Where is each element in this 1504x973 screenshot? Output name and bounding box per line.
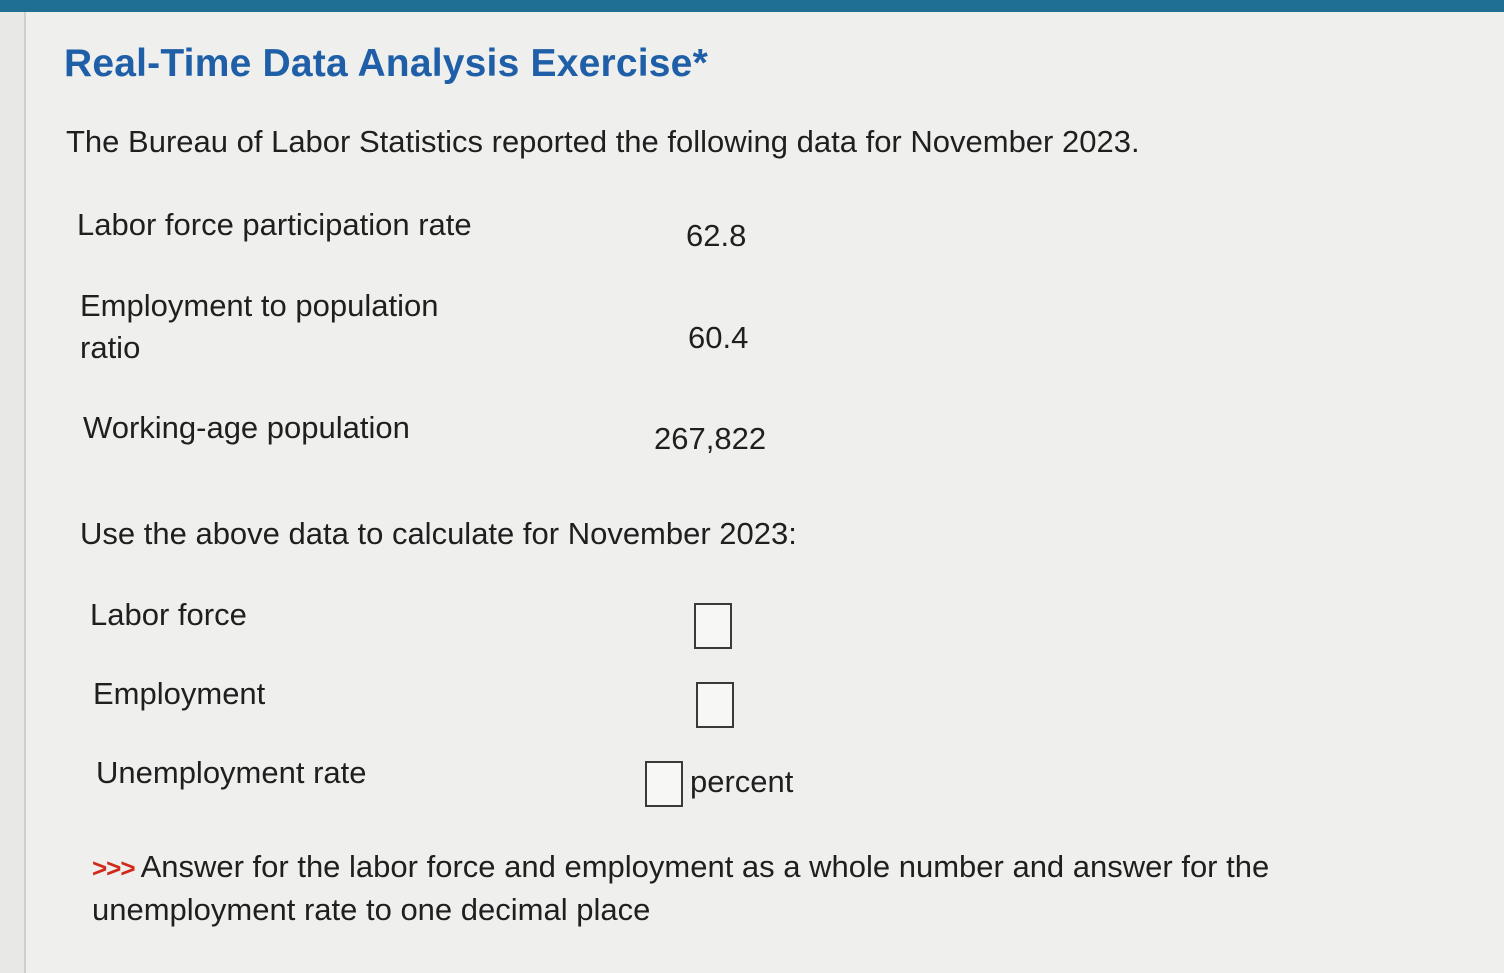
top-accent-bar: [0, 0, 1504, 12]
answer-instructions: >>> Answer for the labor force and employ…: [92, 846, 1342, 931]
data-label-employment-ratio: Employment to population ratio: [80, 285, 438, 369]
unemployment-rate-answer-input[interactable]: [645, 761, 683, 807]
data-label-line: Working-age population: [83, 410, 410, 445]
question-label-employment: Employment: [93, 676, 266, 711]
data-label-line: ratio: [80, 330, 141, 365]
exercise-title: Real-Time Data Analysis Exercise*: [64, 42, 708, 85]
data-value-employment-ratio: 60.4: [688, 320, 749, 355]
data-label-working-age-population: Working-age population: [83, 407, 410, 449]
data-label-participation-rate: Labor force participation rate: [77, 204, 472, 246]
data-label-line: Employment to population: [80, 288, 439, 323]
percent-unit-label: percent: [690, 764, 794, 799]
data-value-participation-rate: 62.8: [686, 218, 747, 253]
exercise-panel: [24, 12, 1504, 973]
calculation-prompt: Use the above data to calculate for Nove…: [80, 516, 797, 551]
labor-force-answer-input[interactable]: [694, 603, 732, 649]
question-label-labor-force: Labor force: [90, 597, 247, 632]
employment-answer-input[interactable]: [696, 682, 734, 728]
intro-text: The Bureau of Labor Statistics reported …: [66, 124, 1140, 159]
instruction-text: Answer for the labor force and employmen…: [92, 849, 1270, 927]
data-label-line: Labor force participation rate: [77, 207, 472, 242]
question-label-unemployment-rate: Unemployment rate: [96, 755, 367, 790]
attention-arrows: >>>: [92, 853, 136, 883]
data-value-working-age-population: 267,822: [654, 421, 767, 456]
